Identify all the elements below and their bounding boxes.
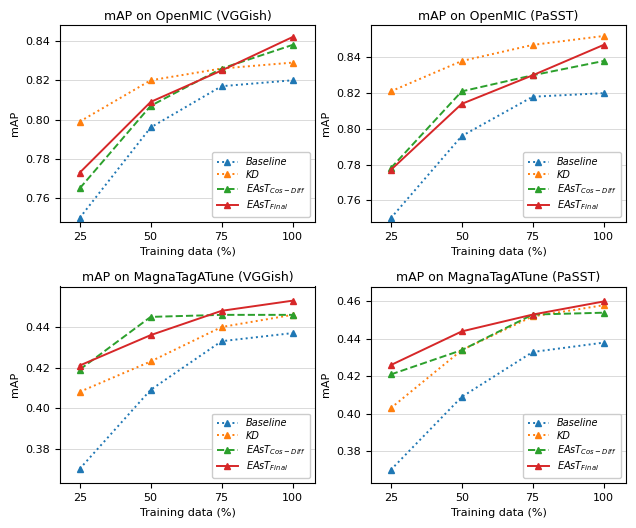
EAsT$_{Cos-Diff}$ (529, 312, 537, 318)
Legend: Baseline, KD, EAsT$_{Cos-Diff}$, EAsT$_{Final}$: Baseline, KD, EAsT$_{Cos-Diff}$, EAsT$_{… (212, 413, 310, 478)
X-axis label: Training data (%): Training data (%) (140, 247, 235, 257)
Baseline (147, 124, 155, 130)
EAsT$_{Cos-Diff}$ (218, 312, 225, 318)
KD (76, 118, 83, 125)
EAsT$_{Cos-Diff}$ (289, 42, 296, 48)
Line: EAsT$_{Cos-Diff}$: EAsT$_{Cos-Diff}$ (387, 58, 607, 172)
KD (387, 405, 394, 411)
Baseline (458, 133, 466, 139)
Line: Baseline: Baseline (76, 77, 296, 221)
KD (289, 60, 296, 66)
Baseline (147, 386, 155, 393)
Baseline (289, 77, 296, 83)
EAsT$_{Final}$ (147, 99, 155, 105)
Title: mAP on MagnaTagATune (VGGish): mAP on MagnaTagATune (VGGish) (82, 271, 293, 284)
EAsT$_{Cos-Diff}$ (289, 312, 296, 318)
Y-axis label: mAP: mAP (321, 111, 331, 136)
EAsT$_{Cos-Diff}$ (147, 314, 155, 320)
EAsT$_{Cos-Diff}$ (600, 58, 607, 64)
Line: KD: KD (387, 301, 607, 412)
X-axis label: Training data (%): Training data (%) (451, 508, 546, 518)
EAsT$_{Final}$ (218, 67, 225, 73)
Y-axis label: mAP: mAP (10, 372, 20, 398)
KD (600, 33, 607, 39)
KD (458, 347, 466, 353)
Line: Baseline: Baseline (387, 90, 607, 222)
EAsT$_{Final}$ (458, 101, 466, 107)
EAsT$_{Cos-Diff}$ (147, 102, 155, 109)
Baseline (387, 215, 394, 221)
Title: mAP on MagnaTagATune (PaSST): mAP on MagnaTagATune (PaSST) (396, 271, 601, 284)
Line: KD: KD (76, 312, 296, 395)
EAsT$_{Final}$ (387, 167, 394, 173)
X-axis label: Training data (%): Training data (%) (140, 508, 235, 518)
Title: mAP on OpenMIC (PaSST): mAP on OpenMIC (PaSST) (418, 10, 579, 23)
EAsT$_{Cos-Diff}$ (458, 88, 466, 95)
KD (147, 359, 155, 365)
KD (147, 77, 155, 83)
Baseline (458, 394, 466, 400)
EAsT$_{Cos-Diff}$ (218, 65, 225, 72)
EAsT$_{Cos-Diff}$ (387, 165, 394, 172)
Baseline (600, 340, 607, 346)
EAsT$_{Final}$ (289, 34, 296, 40)
EAsT$_{Final}$ (458, 328, 466, 335)
KD (387, 88, 394, 95)
EAsT$_{Final}$ (147, 332, 155, 338)
Line: EAsT$_{Final}$: EAsT$_{Final}$ (76, 34, 296, 176)
Baseline (218, 83, 225, 89)
EAsT$_{Cos-Diff}$ (76, 185, 83, 192)
Line: EAsT$_{Final}$: EAsT$_{Final}$ (387, 42, 607, 173)
Legend: Baseline, KD, EAsT$_{Cos-Diff}$, EAsT$_{Final}$: Baseline, KD, EAsT$_{Cos-Diff}$, EAsT$_{… (523, 413, 621, 478)
EAsT$_{Final}$ (529, 312, 537, 318)
Line: EAsT$_{Final}$: EAsT$_{Final}$ (76, 297, 296, 369)
Line: EAsT$_{Cos-Diff}$: EAsT$_{Cos-Diff}$ (76, 312, 296, 373)
EAsT$_{Final}$ (76, 169, 83, 176)
KD (529, 42, 537, 48)
EAsT$_{Final}$ (600, 42, 607, 48)
Baseline (529, 93, 537, 100)
KD (218, 65, 225, 72)
KD (218, 324, 225, 330)
Line: Baseline: Baseline (387, 339, 607, 474)
Baseline (218, 338, 225, 344)
X-axis label: Training data (%): Training data (%) (451, 247, 546, 257)
EAsT$_{Cos-Diff}$ (600, 309, 607, 316)
EAsT$_{Cos-Diff}$ (76, 366, 83, 373)
Y-axis label: mAP: mAP (321, 372, 331, 398)
Line: Baseline: Baseline (76, 329, 296, 472)
Baseline (76, 466, 83, 472)
Baseline (600, 90, 607, 96)
Line: EAsT$_{Cos-Diff}$: EAsT$_{Cos-Diff}$ (76, 42, 296, 192)
KD (529, 313, 537, 319)
EAsT$_{Final}$ (529, 72, 537, 79)
Baseline (289, 330, 296, 336)
Legend: Baseline, KD, EAsT$_{Cos-Diff}$, EAsT$_{Final}$: Baseline, KD, EAsT$_{Cos-Diff}$, EAsT$_{… (523, 152, 621, 217)
EAsT$_{Final}$ (289, 297, 296, 304)
Line: EAsT$_{Final}$: EAsT$_{Final}$ (387, 298, 607, 369)
EAsT$_{Cos-Diff}$ (529, 72, 537, 79)
Line: EAsT$_{Cos-Diff}$: EAsT$_{Cos-Diff}$ (387, 309, 607, 378)
KD (458, 58, 466, 64)
Baseline (76, 215, 83, 221)
EAsT$_{Final}$ (76, 362, 83, 369)
Line: KD: KD (76, 59, 296, 125)
Legend: Baseline, KD, EAsT$_{Cos-Diff}$, EAsT$_{Final}$: Baseline, KD, EAsT$_{Cos-Diff}$, EAsT$_{… (212, 152, 310, 217)
Y-axis label: mAP: mAP (10, 111, 20, 136)
EAsT$_{Final}$ (600, 298, 607, 305)
KD (76, 389, 83, 395)
EAsT$_{Cos-Diff}$ (458, 347, 466, 353)
Title: mAP on OpenMIC (VGGish): mAP on OpenMIC (VGGish) (104, 10, 272, 23)
Line: KD: KD (387, 33, 607, 95)
EAsT$_{Final}$ (218, 308, 225, 314)
Baseline (387, 467, 394, 473)
EAsT$_{Final}$ (387, 362, 394, 368)
KD (289, 312, 296, 318)
EAsT$_{Cos-Diff}$ (387, 371, 394, 378)
KD (600, 302, 607, 308)
Baseline (529, 349, 537, 355)
